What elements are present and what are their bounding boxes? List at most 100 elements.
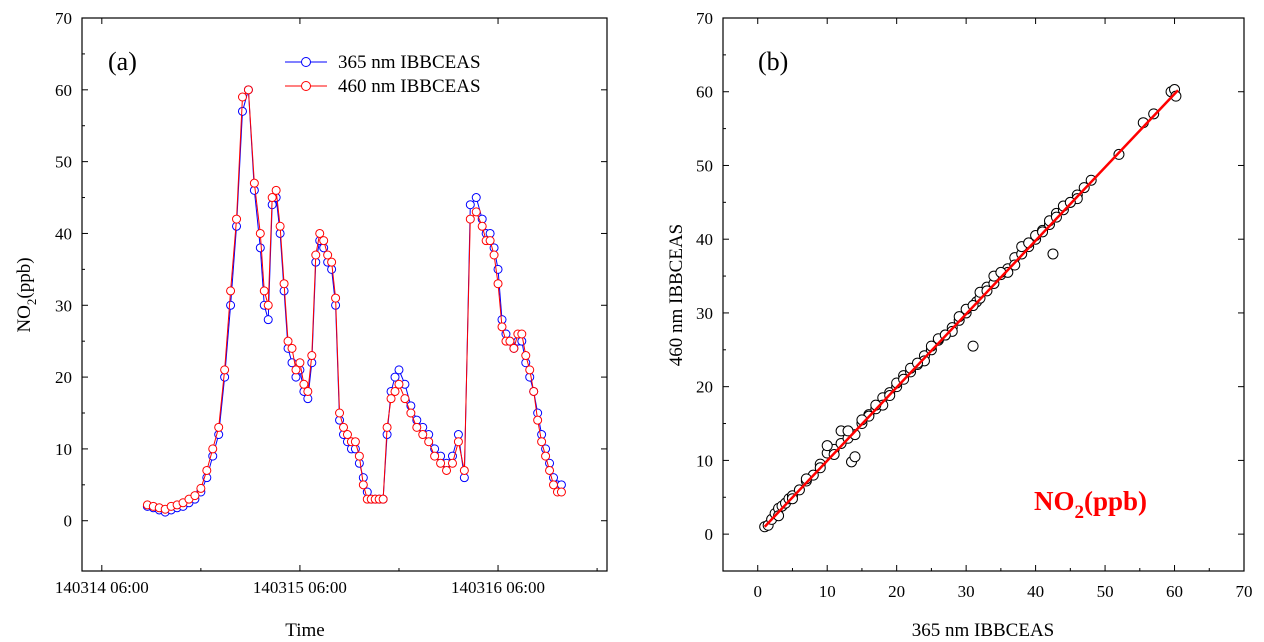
panel-a-label: (a) (108, 47, 137, 76)
series-1-point (291, 365, 301, 375)
series-1-point (382, 422, 392, 432)
series-1-point (424, 437, 434, 447)
series-1-point (267, 193, 277, 203)
series-1-point (307, 351, 317, 361)
panel-a-y-axis: 0 10 20 30 40 50 60 70 (55, 9, 607, 531)
series-1-point (232, 214, 242, 224)
panel-b-x-tick-label: 60 (1166, 582, 1183, 601)
series-1-point (525, 365, 535, 375)
panel-b-y-tick-label: 20 (696, 378, 713, 397)
panel-a-x-tick-label: 140315 06:00 (253, 578, 347, 597)
series-1-point (243, 85, 253, 95)
scatter-point (967, 340, 979, 352)
series-1-point (549, 480, 559, 490)
panel-a-plot-frame (81, 17, 608, 572)
series-1-point (214, 422, 224, 432)
series-1-point (541, 451, 551, 461)
series-1-point (259, 286, 269, 296)
legend-365-marker (301, 57, 311, 67)
series-0-point (465, 200, 475, 210)
series-1-point (237, 92, 247, 102)
series-1-point (295, 358, 305, 368)
panel-a-x-tick-label: 140314 06:00 (55, 578, 149, 597)
series-1-point (406, 408, 416, 418)
panel-a-y-axis-title: NO2(ppb) (14, 257, 39, 332)
series-1-point (335, 408, 345, 418)
series-0-point (255, 243, 265, 253)
series-1-point (447, 458, 457, 468)
series-1-point (453, 437, 463, 447)
panel-b-label: (b) (758, 47, 788, 76)
legend-item-460: 460 nm IBBCEAS (285, 76, 481, 97)
series-1-point (339, 422, 349, 432)
series-1-point (394, 379, 404, 389)
scatter-point (1047, 248, 1059, 260)
panel-a-x-axis-title: Time (285, 620, 324, 641)
scatter-point (1009, 259, 1021, 271)
series-1-point (390, 386, 400, 396)
panel-b-plot-frame (722, 17, 1245, 572)
series-1-point (354, 451, 364, 461)
panel-a-series (142, 85, 566, 517)
panel-a-legend: 365 nm IBBCEAS 460 nm IBBCEAS (285, 52, 481, 97)
panel-b-x-axis-title: 365 nm IBBCEAS (912, 620, 1055, 641)
series-0-point (394, 365, 404, 375)
legend-460-marker (301, 81, 311, 91)
panel-a-y-tick-label: 30 (55, 296, 72, 315)
series-1-point (196, 483, 206, 493)
series-1-point (283, 336, 293, 346)
series-1-point (430, 451, 440, 461)
series-1-point (556, 487, 566, 497)
series-1-point (342, 430, 352, 440)
series-1-point (249, 178, 259, 188)
series-1-point (350, 437, 360, 447)
panel-a-y-tick-label: 20 (55, 368, 72, 387)
panel-b-y-tick-label: 30 (696, 304, 713, 323)
series-1-point (202, 465, 212, 475)
series-1-point (327, 257, 337, 267)
panel-a-y-tick-label: 10 (55, 440, 72, 459)
series-0-point (237, 106, 247, 116)
series-1-point (263, 300, 273, 310)
series-1-point (220, 365, 230, 375)
panel-b-x-tick-label: 40 (1027, 582, 1044, 601)
series-1-point (358, 480, 368, 490)
series-1-point (529, 386, 539, 396)
series-1-point (386, 394, 396, 404)
panel-b-y-tick-label: 10 (696, 451, 713, 470)
legend-365-label: 365 nm IBBCEAS (338, 52, 481, 73)
panel-b-x-tick-label: 70 (1236, 582, 1253, 601)
series-1-point (485, 236, 495, 246)
panel-a-y-tick-label: 40 (55, 224, 72, 243)
panel-b-x-tick-label: 20 (888, 582, 905, 601)
series-1-point (493, 279, 503, 289)
series-1-point (287, 343, 297, 353)
series-1-point (533, 415, 543, 425)
panel-b-y-tick-label: 0 (705, 525, 714, 544)
panel-a-x-tick-label: 140316 06:00 (451, 578, 545, 597)
series-1-point (489, 250, 499, 260)
series-1-point (208, 444, 218, 454)
series-1-point (521, 351, 531, 361)
series-1-point (436, 458, 446, 468)
panel-a-y-tick-label: 60 (55, 81, 72, 100)
series-1-point (279, 279, 289, 289)
series-1-point (459, 465, 469, 475)
series-1-point (545, 465, 555, 475)
series-1-point (303, 386, 313, 396)
scatter-point (1148, 108, 1160, 120)
series-1-point (319, 236, 329, 246)
panel-b-y-axis: 0 10 20 30 40 50 60 70 (696, 9, 1244, 544)
series-0-point (471, 193, 481, 203)
series-0-point (390, 372, 400, 382)
series-1-point (537, 437, 547, 447)
series-1-point (517, 329, 527, 339)
series-1-point (323, 250, 333, 260)
panel-a-y-tick-label: 0 (64, 512, 73, 531)
series-1-point (311, 250, 321, 260)
series-0-point (226, 300, 236, 310)
series-1-point (275, 221, 285, 231)
series-1-point (315, 228, 325, 238)
panel-b-x-tick-label: 10 (819, 582, 836, 601)
